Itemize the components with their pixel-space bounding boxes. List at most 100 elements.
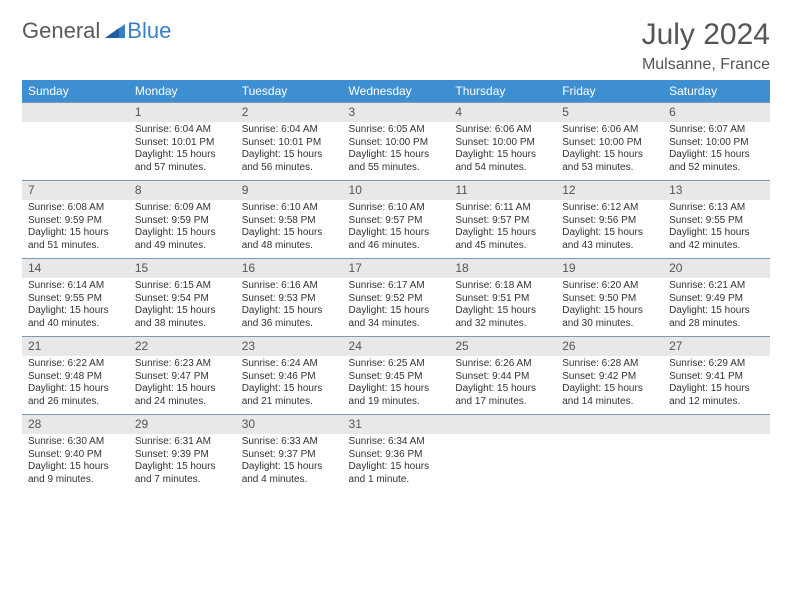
day-cell: Sunrise: 6:16 AMSunset: 9:53 PMDaylight:… [236,278,343,337]
sunrise-text: Sunrise: 6:20 AM [562,280,657,293]
day-content-row: Sunrise: 6:14 AMSunset: 9:55 PM Daylight:… [22,278,770,337]
sunset-text: Sunset: 9:42 PM [562,371,657,384]
sunrise-text: Sunrise: 6:17 AM [349,280,444,293]
day-cell: Sunrise: 6:10 AMSunset: 9:58 PMDaylight:… [236,200,343,259]
day-header: Wednesday [343,80,450,103]
sunset-text: Sunset: 10:01 PM [135,137,230,150]
daylight-text: Daylight: 15 hours and 4 minutes. [242,461,337,486]
day-number: 6 [663,103,770,123]
day-content-row: Sunrise: 6:08 AMSunset: 9:59 PMDaylight:… [22,200,770,259]
sunrise-text: Sunrise: 6:13 AM [669,202,764,215]
daylight-text: Daylight: 15 hours and 28 minutes. [669,305,764,330]
day-number-row: 21222324252627 [22,337,770,357]
daylight-text: Daylight: 15 hours and 19 minutes. [349,383,444,408]
sunrise-text: Sunrise: 6:22 AM [28,358,123,371]
sunset-text: Sunset: 9:40 PM [28,449,123,462]
day-number: 27 [663,337,770,357]
sunset-text: Sunset: 9:59 PM [135,215,230,228]
day-cell: Sunrise: 6:22 AMSunset: 9:48 PMDaylight:… [22,356,129,415]
daylight-text: Daylight: 15 hours and 34 minutes. [349,305,444,330]
sunset-text: Sunset: 9:39 PM [135,449,230,462]
day-cell: Sunrise: 6:33 AMSunset: 9:37 PMDaylight:… [236,434,343,492]
day-number [663,415,770,435]
daylight-text: Daylight: 15 hours and 49 minutes. [135,227,230,252]
sunrise-text: Sunrise: 6:31 AM [135,436,230,449]
sunset-text: Sunset: 10:00 PM [349,137,444,150]
location-label: Mulsanne, France [642,56,770,74]
daylight-text: Daylight: 15 hours and 14 minutes. [562,383,657,408]
sunset-text: Sunset: 10:01 PM [242,137,337,150]
sunrise-text: Sunrise: 6:06 AM [455,124,550,137]
day-content-row: Sunrise: 6:04 AMSunset: 10:01 PMDaylight… [22,122,770,181]
sunset-text: Sunset: 9:47 PM [135,371,230,384]
logo-word-general: General [22,18,100,44]
day-number: 24 [343,337,450,357]
sunrise-text: Sunrise: 6:33 AM [242,436,337,449]
day-header: Tuesday [236,80,343,103]
daylight-text: Daylight: 15 hours and 24 minutes. [135,383,230,408]
month-title: July 2024 [642,18,770,52]
sunrise-text: Sunrise: 6:16 AM [242,280,337,293]
daylight-text: Daylight: 15 hours and 54 minutes. [455,149,550,174]
day-number: 25 [449,337,556,357]
sunrise-text: Sunrise: 6:24 AM [242,358,337,371]
sunset-text: Sunset: 9:55 PM [669,215,764,228]
day-number [556,415,663,435]
page-header: General Blue July 2024 Mulsanne, France [22,18,770,74]
sunrise-text: Sunrise: 6:05 AM [349,124,444,137]
daylight-text: Daylight: 15 hours and 21 minutes. [242,383,337,408]
sunrise-text: Sunrise: 6:30 AM [28,436,123,449]
day-number: 18 [449,259,556,279]
sunset-text: Sunset: 10:00 PM [669,137,764,150]
daylight-text: Daylight: 15 hours and 43 minutes. [562,227,657,252]
sunrise-text: Sunrise: 6:28 AM [562,358,657,371]
sunrise-text: Sunrise: 6:10 AM [349,202,444,215]
sunset-text: Sunset: 9:59 PM [28,215,123,228]
daylight-text: Daylight: 15 hours and 52 minutes. [669,149,764,174]
sunrise-text: Sunrise: 6:15 AM [135,280,230,293]
daylight-text: Daylight: 15 hours and 57 minutes. [135,149,230,174]
day-number-row: 123456 [22,103,770,123]
sunset-text: Sunset: 9:55 PM [28,293,123,306]
day-header: Monday [129,80,236,103]
sunset-text: Sunset: 9:50 PM [562,293,657,306]
day-number: 3 [343,103,450,123]
day-cell: Sunrise: 6:10 AMSunset: 9:57 PMDaylight:… [343,200,450,259]
day-content-row: Sunrise: 6:30 AMSunset: 9:40 PM Daylight:… [22,434,770,492]
day-number-row: 14151617181920 [22,259,770,279]
sunrise-text: Sunrise: 6:21 AM [669,280,764,293]
day-number: 30 [236,415,343,435]
day-number: 5 [556,103,663,123]
sunset-text: Sunset: 9:56 PM [562,215,657,228]
day-number: 26 [556,337,663,357]
day-number: 2 [236,103,343,123]
day-cell: Sunrise: 6:34 AMSunset: 9:36 PMDaylight:… [343,434,450,492]
day-cell: Sunrise: 6:31 AMSunset: 9:39 PMDaylight:… [129,434,236,492]
day-cell: Sunrise: 6:05 AMSunset: 10:00 PMDaylight… [343,122,450,181]
logo: General Blue [22,18,171,44]
sunrise-text: Sunrise: 6:34 AM [349,436,444,449]
day-cell [663,434,770,492]
sunrise-text: Sunrise: 6:25 AM [349,358,444,371]
sunset-text: Sunset: 9:45 PM [349,371,444,384]
day-number: 19 [556,259,663,279]
day-content-row: Sunrise: 6:22 AMSunset: 9:48 PMDaylight:… [22,356,770,415]
day-cell: Sunrise: 6:14 AMSunset: 9:55 PMDaylight:… [22,278,129,337]
daylight-text: Daylight: 15 hours and 26 minutes. [28,383,123,408]
logo-word-blue: Blue [127,18,171,44]
calendar-header-row: SundayMondayTuesdayWednesdayThursdayFrid… [22,80,770,103]
sunset-text: Sunset: 9:57 PM [455,215,550,228]
day-number: 9 [236,181,343,201]
day-number: 22 [129,337,236,357]
day-cell: Sunrise: 6:15 AMSunset: 9:54 PMDaylight:… [129,278,236,337]
sunrise-text: Sunrise: 6:14 AM [28,280,123,293]
day-cell: Sunrise: 6:25 AMSunset: 9:45 PMDaylight:… [343,356,450,415]
day-number: 1 [129,103,236,123]
sunrise-text: Sunrise: 6:11 AM [455,202,550,215]
day-number [22,103,129,123]
day-cell: Sunrise: 6:04 AMSunset: 10:01 PMDaylight… [236,122,343,181]
calendar-table: SundayMondayTuesdayWednesdayThursdayFrid… [22,80,770,492]
day-cell: Sunrise: 6:06 AMSunset: 10:00 PMDaylight… [449,122,556,181]
sunrise-text: Sunrise: 6:10 AM [242,202,337,215]
day-number: 16 [236,259,343,279]
